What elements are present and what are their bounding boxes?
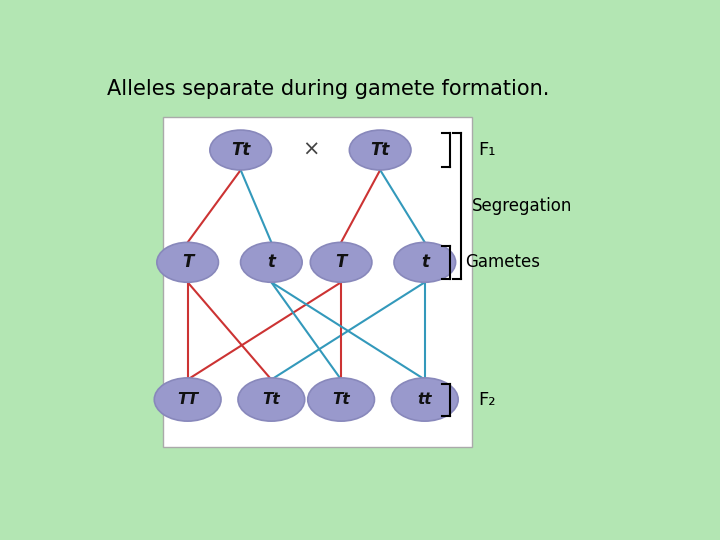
Text: t: t [267,253,275,271]
Text: Tt: Tt [231,141,251,159]
Ellipse shape [394,242,456,282]
Text: Alleles separate during gamete formation.: Alleles separate during gamete formation… [107,79,549,99]
Ellipse shape [240,242,302,282]
Text: Tt: Tt [333,392,350,407]
Text: T: T [182,253,194,271]
Ellipse shape [210,130,271,170]
Text: Segregation: Segregation [472,197,572,215]
Text: TT: TT [177,392,198,407]
Text: F₁: F₁ [478,141,495,159]
Ellipse shape [157,242,218,282]
Text: T: T [336,253,347,271]
Text: ×: × [302,140,319,160]
Text: Tt: Tt [371,141,390,159]
Text: F₂: F₂ [478,391,495,409]
Text: Gametes: Gametes [466,253,541,271]
Ellipse shape [392,378,458,421]
Ellipse shape [238,378,305,421]
Ellipse shape [349,130,411,170]
Text: Tt: Tt [263,392,280,407]
Text: tt: tt [418,392,432,407]
Text: t: t [420,253,429,271]
Ellipse shape [307,378,374,421]
Ellipse shape [154,378,221,421]
Ellipse shape [310,242,372,282]
FancyBboxPatch shape [163,117,472,447]
